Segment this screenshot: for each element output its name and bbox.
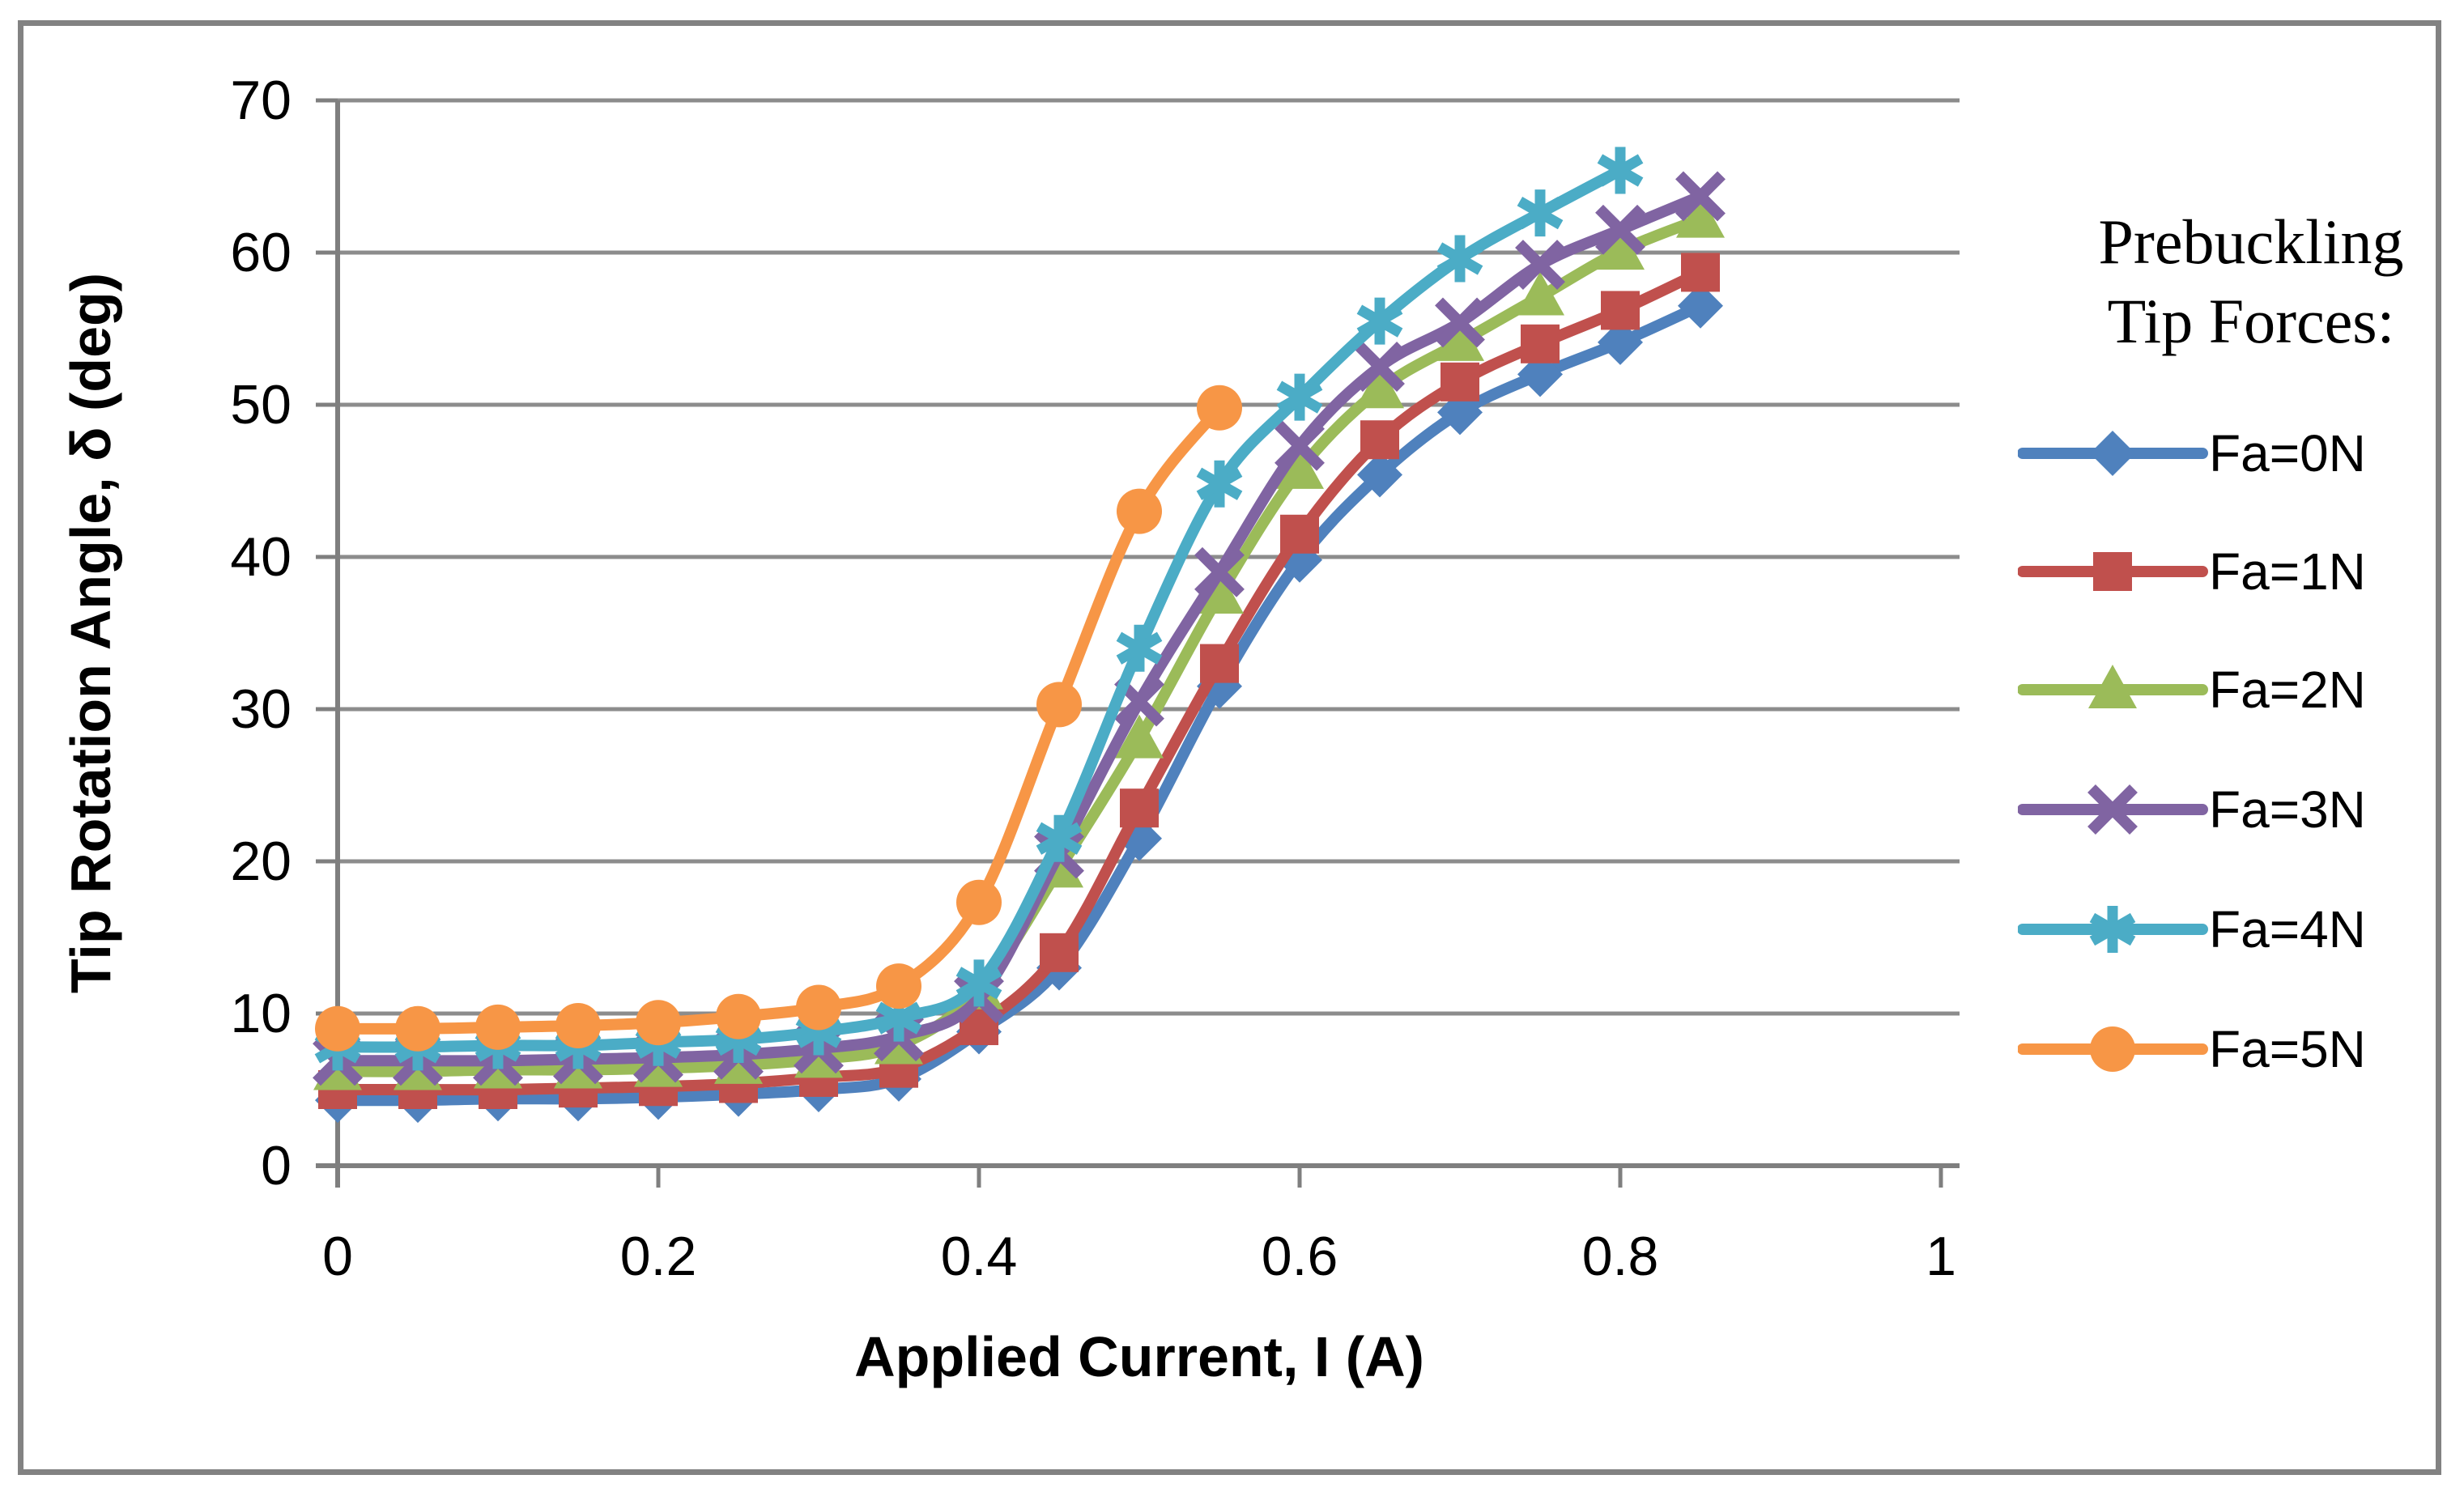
y-tick-label-10: 10 <box>230 983 292 1044</box>
y-tick-label-0: 0 <box>261 1135 292 1196</box>
legend-entry-fa4n: Fa=4N <box>2018 897 2366 962</box>
legend-label-fa5n: Fa=5N <box>2209 1020 2366 1078</box>
series-fa2n <box>313 193 1725 1090</box>
legend-title-line-2: Tip Forces: <box>2107 285 2395 356</box>
y-tick-label-30: 30 <box>230 678 292 740</box>
legend-entry-fa5n: Fa=5N <box>2018 1017 2366 1082</box>
legend-marker-fa5n-circle-icon <box>2018 1026 2208 1072</box>
legend-label-fa2n: Fa=2N <box>2209 661 2366 719</box>
legend-marker-fa0n-diamond-icon <box>2018 431 2208 476</box>
y-tick-label-60: 60 <box>230 222 292 283</box>
legend-label-fa1n: Fa=1N <box>2209 542 2366 601</box>
y-tick-label-50: 50 <box>230 374 292 436</box>
series-fa4n <box>314 147 1644 1071</box>
y-tick-label-20: 20 <box>230 831 292 892</box>
figure-border <box>18 20 2441 1475</box>
legend-label-fa0n: Fa=0N <box>2209 424 2366 482</box>
legend-entry-fa2n: Fa=2N <box>2018 657 2366 722</box>
series-fa5n <box>315 385 1242 1052</box>
y-tick-label-70: 70 <box>230 70 292 131</box>
x-tick-label-0: 0 <box>322 1226 353 1287</box>
legend-title: Prebuckling Tip Forces: <box>2041 202 2462 360</box>
y-tick-label-40: 40 <box>230 526 292 588</box>
legend-entry-fa3n: Fa=3N <box>2018 777 2366 842</box>
legend-label-fa4n: Fa=4N <box>2209 900 2366 958</box>
x-tick-label-0.2: 0.2 <box>619 1226 697 1287</box>
gridlines <box>338 98 1960 1016</box>
legend-title-line-1: Prebuckling <box>2098 206 2404 277</box>
x-tick-label-0.8: 0.8 <box>1581 1226 1659 1287</box>
legend-marker-fa2n-triangle-icon <box>2018 665 2208 708</box>
x-axis-title: Applied Current, I (A) <box>854 1325 1424 1388</box>
x-tick-label-0.4: 0.4 <box>940 1226 1018 1287</box>
legend-marker-fa1n-square-icon <box>2018 552 2208 591</box>
legend-label-fa3n: Fa=3N <box>2209 780 2366 839</box>
x-tick-label-1: 1 <box>1926 1226 1956 1287</box>
legend-marker-fa4n-asterisk-icon <box>2018 906 2208 953</box>
legend-marker-fa3n-x-icon <box>2018 784 2208 835</box>
x-tick-label-0.6: 0.6 <box>1261 1226 1338 1287</box>
y-axis-title: Tip Rotation Angle, δ (deg) <box>59 272 122 994</box>
legend-entry-fa1n: Fa=1N <box>2018 539 2366 604</box>
legend-entry-fa0n: Fa=0N <box>2018 421 2366 486</box>
